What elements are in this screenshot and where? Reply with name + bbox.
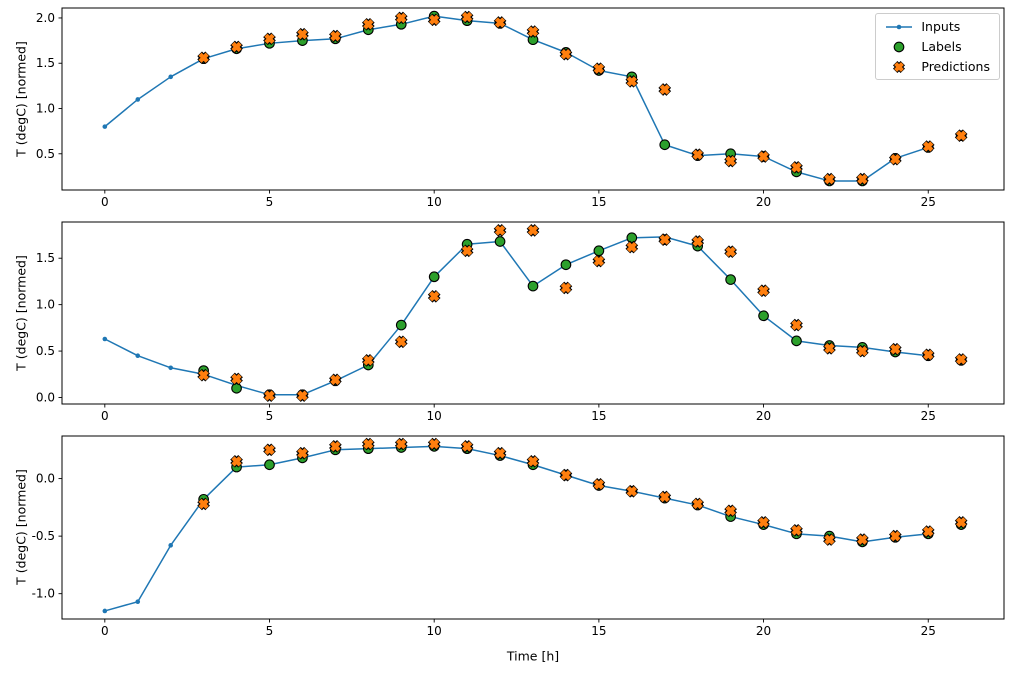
- svg-text:-0.5: -0.5: [32, 529, 55, 543]
- svg-text:20: 20: [756, 624, 771, 638]
- svg-text:0.0: 0.0: [36, 391, 55, 405]
- svg-text:1.0: 1.0: [36, 102, 55, 116]
- svg-text:10: 10: [427, 624, 442, 638]
- svg-text:0.5: 0.5: [36, 344, 55, 358]
- svg-text:25: 25: [921, 409, 936, 423]
- svg-text:0: 0: [101, 195, 109, 209]
- subplot2-y-axis-label: T (degC) [normed]: [13, 255, 29, 371]
- svg-text:0.0: 0.0: [36, 472, 55, 486]
- svg-text:20: 20: [756, 409, 771, 423]
- inputs-line-icon: [886, 24, 913, 29]
- subplot1-y-axis-label: T (degC) [normed]: [13, 41, 29, 157]
- legend: Inputs Labels Predictions: [875, 13, 1000, 80]
- svg-text:25: 25: [921, 195, 936, 209]
- svg-text:-1.0: -1.0: [32, 587, 55, 601]
- legend-item-labels: Labels: [885, 39, 990, 54]
- svg-text:10: 10: [427, 409, 442, 423]
- x-axis-label: Time [h]: [506, 648, 560, 664]
- svg-text:5: 5: [266, 624, 274, 638]
- legend-label-inputs: Inputs: [921, 19, 961, 34]
- svg-text:10: 10: [427, 195, 442, 209]
- svg-text:1.5: 1.5: [36, 56, 55, 70]
- svg-text:1.5: 1.5: [36, 251, 55, 265]
- svg-text:15: 15: [591, 195, 606, 209]
- legend-item-predictions: Predictions: [885, 59, 990, 74]
- legend-label-predictions: Predictions: [921, 59, 990, 74]
- predictions-x-icon: [893, 60, 906, 73]
- svg-text:20: 20: [756, 195, 771, 209]
- legend-label-labels: Labels: [921, 39, 962, 54]
- labels-circle-icon: [894, 41, 905, 52]
- svg-text:0.5: 0.5: [36, 147, 55, 161]
- svg-text:0: 0: [101, 409, 109, 423]
- svg-text:2.0: 2.0: [36, 11, 55, 25]
- svg-text:1.0: 1.0: [36, 298, 55, 312]
- subplot3-y-axis-label: T (degC) [normed]: [13, 469, 29, 585]
- svg-text:15: 15: [591, 409, 606, 423]
- svg-text:5: 5: [266, 195, 274, 209]
- svg-text:25: 25: [921, 624, 936, 638]
- svg-text:15: 15: [591, 624, 606, 638]
- legend-item-inputs: Inputs: [885, 19, 990, 34]
- svg-text:5: 5: [266, 409, 274, 423]
- svg-text:0: 0: [101, 624, 109, 638]
